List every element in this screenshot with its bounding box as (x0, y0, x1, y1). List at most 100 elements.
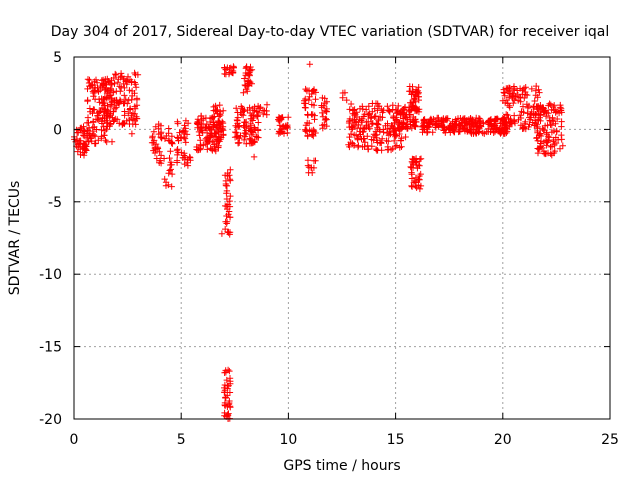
data-point (383, 137, 390, 144)
data-point (157, 152, 165, 159)
data-point (505, 84, 513, 91)
data-point (180, 152, 188, 159)
data-point (408, 164, 415, 171)
data-point (410, 156, 417, 163)
data-point (240, 89, 247, 96)
data-point (504, 100, 511, 107)
data-point (321, 121, 328, 128)
data-point (322, 115, 329, 122)
data-point (350, 122, 358, 129)
data-point (351, 131, 358, 138)
data-point (118, 84, 125, 91)
data-point (132, 121, 139, 128)
data-point (389, 106, 396, 113)
data-point (386, 107, 393, 115)
data-point (302, 128, 309, 135)
data-point (402, 133, 409, 141)
data-point (249, 139, 256, 147)
data-point (125, 110, 132, 117)
data-point (131, 69, 138, 77)
data-point (211, 121, 218, 129)
data-point (174, 134, 181, 141)
data-point (80, 152, 88, 159)
data-point (453, 118, 460, 125)
data-point (91, 106, 98, 113)
data-point (94, 84, 101, 91)
data-point (78, 124, 85, 131)
data-point (352, 119, 359, 126)
x-tick-label: 5 (177, 432, 186, 448)
data-point (408, 106, 415, 113)
data-point (106, 121, 113, 128)
data-point (432, 124, 440, 131)
data-point (133, 115, 141, 122)
data-point (391, 137, 398, 145)
data-point (455, 126, 463, 133)
data-point (407, 99, 415, 107)
data-point (194, 124, 201, 131)
data-point (212, 147, 219, 155)
data-point (364, 146, 372, 153)
data-point (318, 102, 325, 109)
data-point (184, 120, 192, 127)
data-point (543, 131, 550, 138)
data-point (531, 117, 539, 124)
data-point (225, 382, 232, 389)
data-point (127, 114, 135, 122)
data-point (88, 137, 95, 145)
data-point (558, 118, 565, 125)
data-point (180, 127, 187, 134)
data-point (364, 133, 371, 140)
data-point (221, 409, 228, 417)
data-point (347, 130, 355, 138)
data-point (373, 147, 381, 154)
data-point (379, 135, 386, 142)
data-point (350, 107, 357, 114)
data-point (166, 167, 173, 174)
data-point (412, 123, 419, 130)
data-point (540, 148, 547, 155)
data-point (275, 116, 282, 123)
data-point (95, 137, 102, 144)
data-point (301, 104, 309, 111)
x-tick-label: 0 (70, 432, 79, 448)
data-point (119, 120, 127, 127)
data-point (134, 71, 142, 78)
data-point (365, 103, 372, 110)
data-point (112, 115, 119, 123)
data-point (233, 124, 241, 131)
data-point (250, 153, 258, 161)
data-point (534, 94, 541, 101)
data-point (380, 129, 387, 136)
data-point (207, 145, 214, 152)
data-point (304, 157, 312, 164)
data-point (386, 128, 393, 135)
data-point (515, 116, 522, 123)
data-point (91, 133, 99, 140)
data-point (111, 117, 118, 124)
data-point (210, 103, 217, 111)
data-point (434, 114, 441, 122)
data-point (539, 104, 546, 111)
data-point (371, 113, 378, 120)
data-point (103, 114, 110, 122)
data-point (397, 125, 405, 133)
data-point (519, 125, 526, 132)
data-point (131, 79, 138, 86)
data-point (302, 95, 309, 103)
data-point (372, 132, 379, 139)
data-point (202, 141, 210, 148)
data-point (481, 130, 488, 137)
data-point (345, 141, 352, 148)
data-point (500, 89, 507, 96)
data-point (214, 106, 221, 114)
data-point (479, 129, 486, 137)
data-points (71, 61, 566, 422)
data-point (150, 128, 158, 135)
data-point (473, 129, 480, 137)
data-point (221, 369, 228, 376)
data-point (547, 101, 554, 108)
data-point (557, 107, 565, 114)
data-point (505, 115, 512, 122)
data-point (492, 116, 499, 123)
